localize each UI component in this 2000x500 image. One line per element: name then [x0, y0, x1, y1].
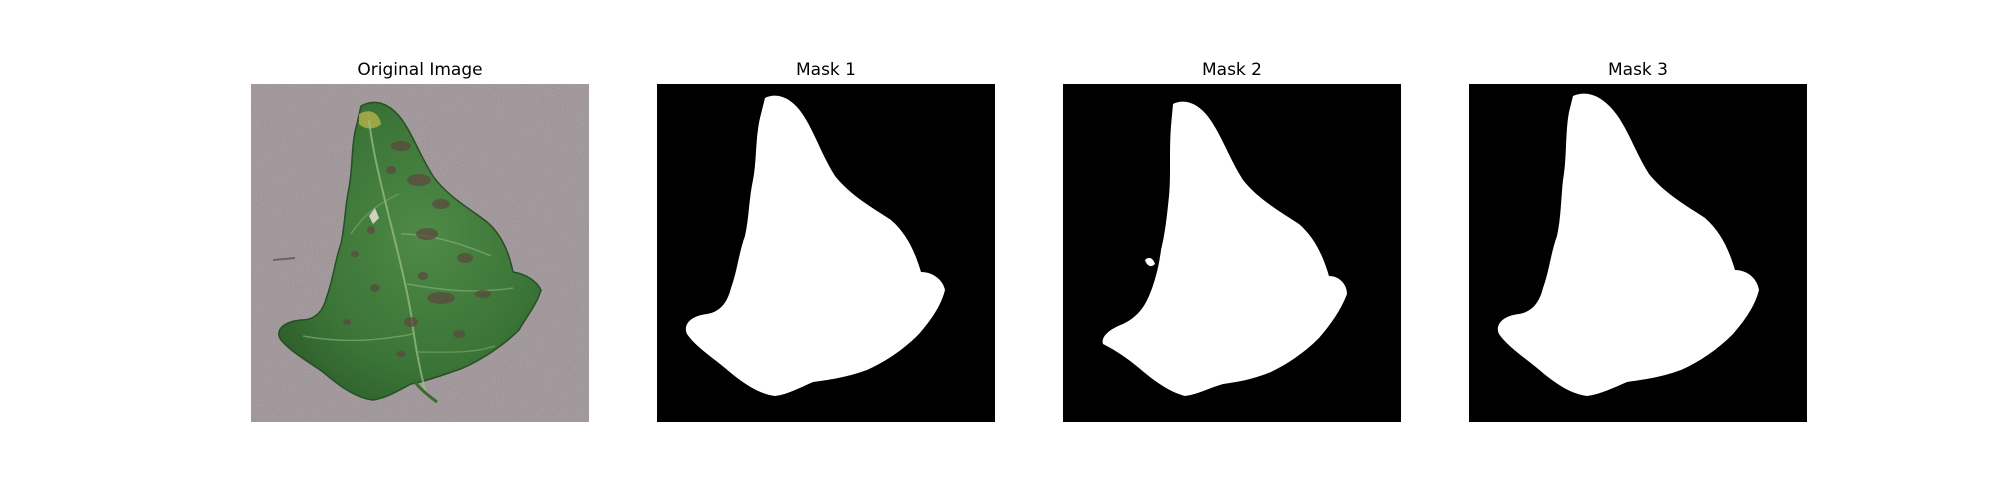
original-image: [251, 84, 589, 422]
mask-3: [1469, 84, 1807, 422]
mask-2-image: [1063, 84, 1401, 422]
mask-3-image: [1469, 84, 1807, 422]
mask-1-image: [657, 84, 995, 422]
panel-title: Original Image: [357, 60, 483, 80]
panel-title: Mask 3: [1607, 60, 1668, 80]
panel-title: Mask 1: [795, 60, 856, 80]
mask-1: [657, 84, 995, 422]
leaf-photo: [251, 84, 589, 422]
panel-title: Mask 2: [1201, 60, 1262, 80]
mask-2: [1063, 84, 1401, 422]
